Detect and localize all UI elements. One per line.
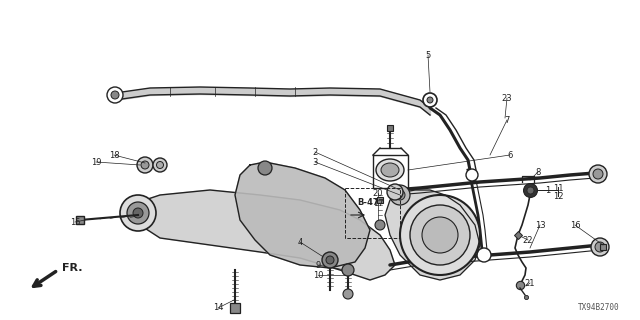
Text: 4: 4 [298,237,303,246]
Polygon shape [235,162,370,268]
Text: TX94B2700: TX94B2700 [579,303,620,312]
Circle shape [153,158,167,172]
Circle shape [387,184,403,200]
Circle shape [107,87,123,103]
Circle shape [258,161,272,175]
Circle shape [400,195,480,275]
Text: 3: 3 [312,157,317,166]
Text: FR.: FR. [62,263,83,273]
Circle shape [390,185,410,205]
Text: 18: 18 [109,150,119,159]
Text: 12: 12 [553,191,563,201]
Circle shape [157,162,163,169]
Text: 10: 10 [313,270,323,279]
Circle shape [395,190,405,200]
Polygon shape [130,190,395,280]
Circle shape [120,195,156,231]
Circle shape [410,205,470,265]
Circle shape [422,217,458,253]
Text: 21: 21 [525,278,535,287]
Ellipse shape [376,159,404,181]
Text: 17: 17 [372,198,383,207]
Polygon shape [385,190,480,280]
Circle shape [141,161,149,169]
Text: 8: 8 [535,167,541,177]
Text: B-47: B-47 [357,198,379,207]
Text: 5: 5 [426,51,431,60]
Text: 7: 7 [504,116,509,124]
Circle shape [375,220,385,230]
Circle shape [111,91,119,99]
Circle shape [477,248,491,262]
Circle shape [137,157,153,173]
Text: 1: 1 [545,186,550,195]
Circle shape [591,238,609,256]
Circle shape [593,169,603,179]
Text: 2: 2 [312,148,317,156]
Text: 13: 13 [534,220,545,229]
Text: 6: 6 [508,150,513,159]
Circle shape [326,256,334,264]
Bar [345,188,400,238]
Text: 11: 11 [553,183,563,193]
Circle shape [343,289,353,299]
Circle shape [127,202,149,224]
Circle shape [133,208,143,218]
Circle shape [595,242,605,252]
Circle shape [589,165,607,183]
Text: 9: 9 [316,260,321,269]
Circle shape [427,97,433,103]
Ellipse shape [381,163,399,177]
Text: 16: 16 [570,220,580,229]
Circle shape [466,169,478,181]
Text: 22: 22 [523,236,533,244]
Text: 23: 23 [502,93,512,102]
Text: 14: 14 [212,303,223,313]
Circle shape [322,252,338,268]
Text: 19: 19 [91,157,101,166]
Circle shape [423,93,437,107]
Text: 15: 15 [70,218,80,227]
Circle shape [342,264,354,276]
Text: 20: 20 [372,188,383,197]
